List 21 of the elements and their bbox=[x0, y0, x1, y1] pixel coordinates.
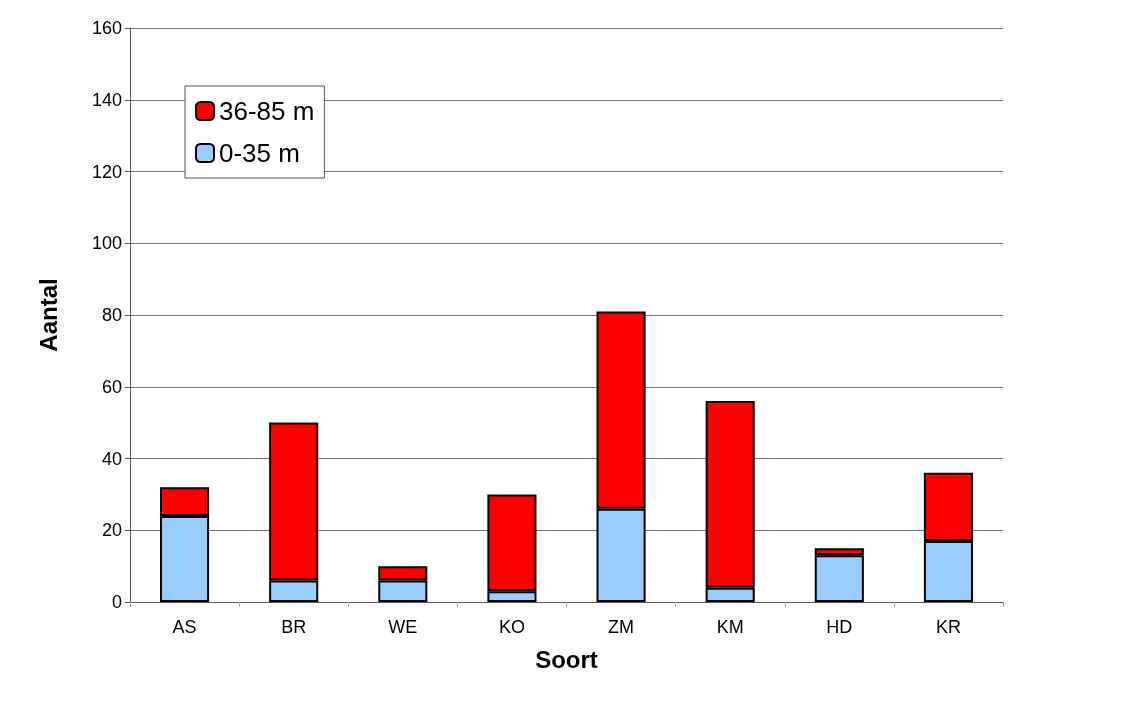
y-tick-label: 140 bbox=[91, 89, 122, 110]
x-axis-title: Soort bbox=[535, 645, 598, 673]
x-tick-label: KR bbox=[935, 617, 961, 637]
x-tick-label: KM bbox=[716, 617, 744, 637]
x-tick-label: BR bbox=[281, 617, 307, 637]
x-tick-label: HD bbox=[826, 617, 853, 637]
y-tick-label: 100 bbox=[91, 233, 122, 254]
x-tick-label: AS bbox=[172, 617, 197, 637]
y-tick-label: 120 bbox=[91, 161, 122, 182]
x-tick-label: KO bbox=[498, 617, 525, 637]
y-tick-label: 20 bbox=[101, 520, 122, 541]
legend-label: 0-35 m bbox=[219, 138, 300, 168]
y-tick-label: 40 bbox=[101, 448, 122, 469]
y-tick-label: 60 bbox=[101, 376, 122, 397]
legend-label: 36-85 m bbox=[219, 96, 315, 126]
x-tick-label: WE bbox=[388, 617, 418, 637]
y-axis-title: Aantal bbox=[34, 278, 62, 352]
y-tick-label: 0 bbox=[111, 592, 122, 612]
y-tick-label: 80 bbox=[101, 305, 122, 325]
x-tick-label: ZM bbox=[608, 617, 635, 637]
y-tick-label: 160 bbox=[91, 18, 122, 38]
